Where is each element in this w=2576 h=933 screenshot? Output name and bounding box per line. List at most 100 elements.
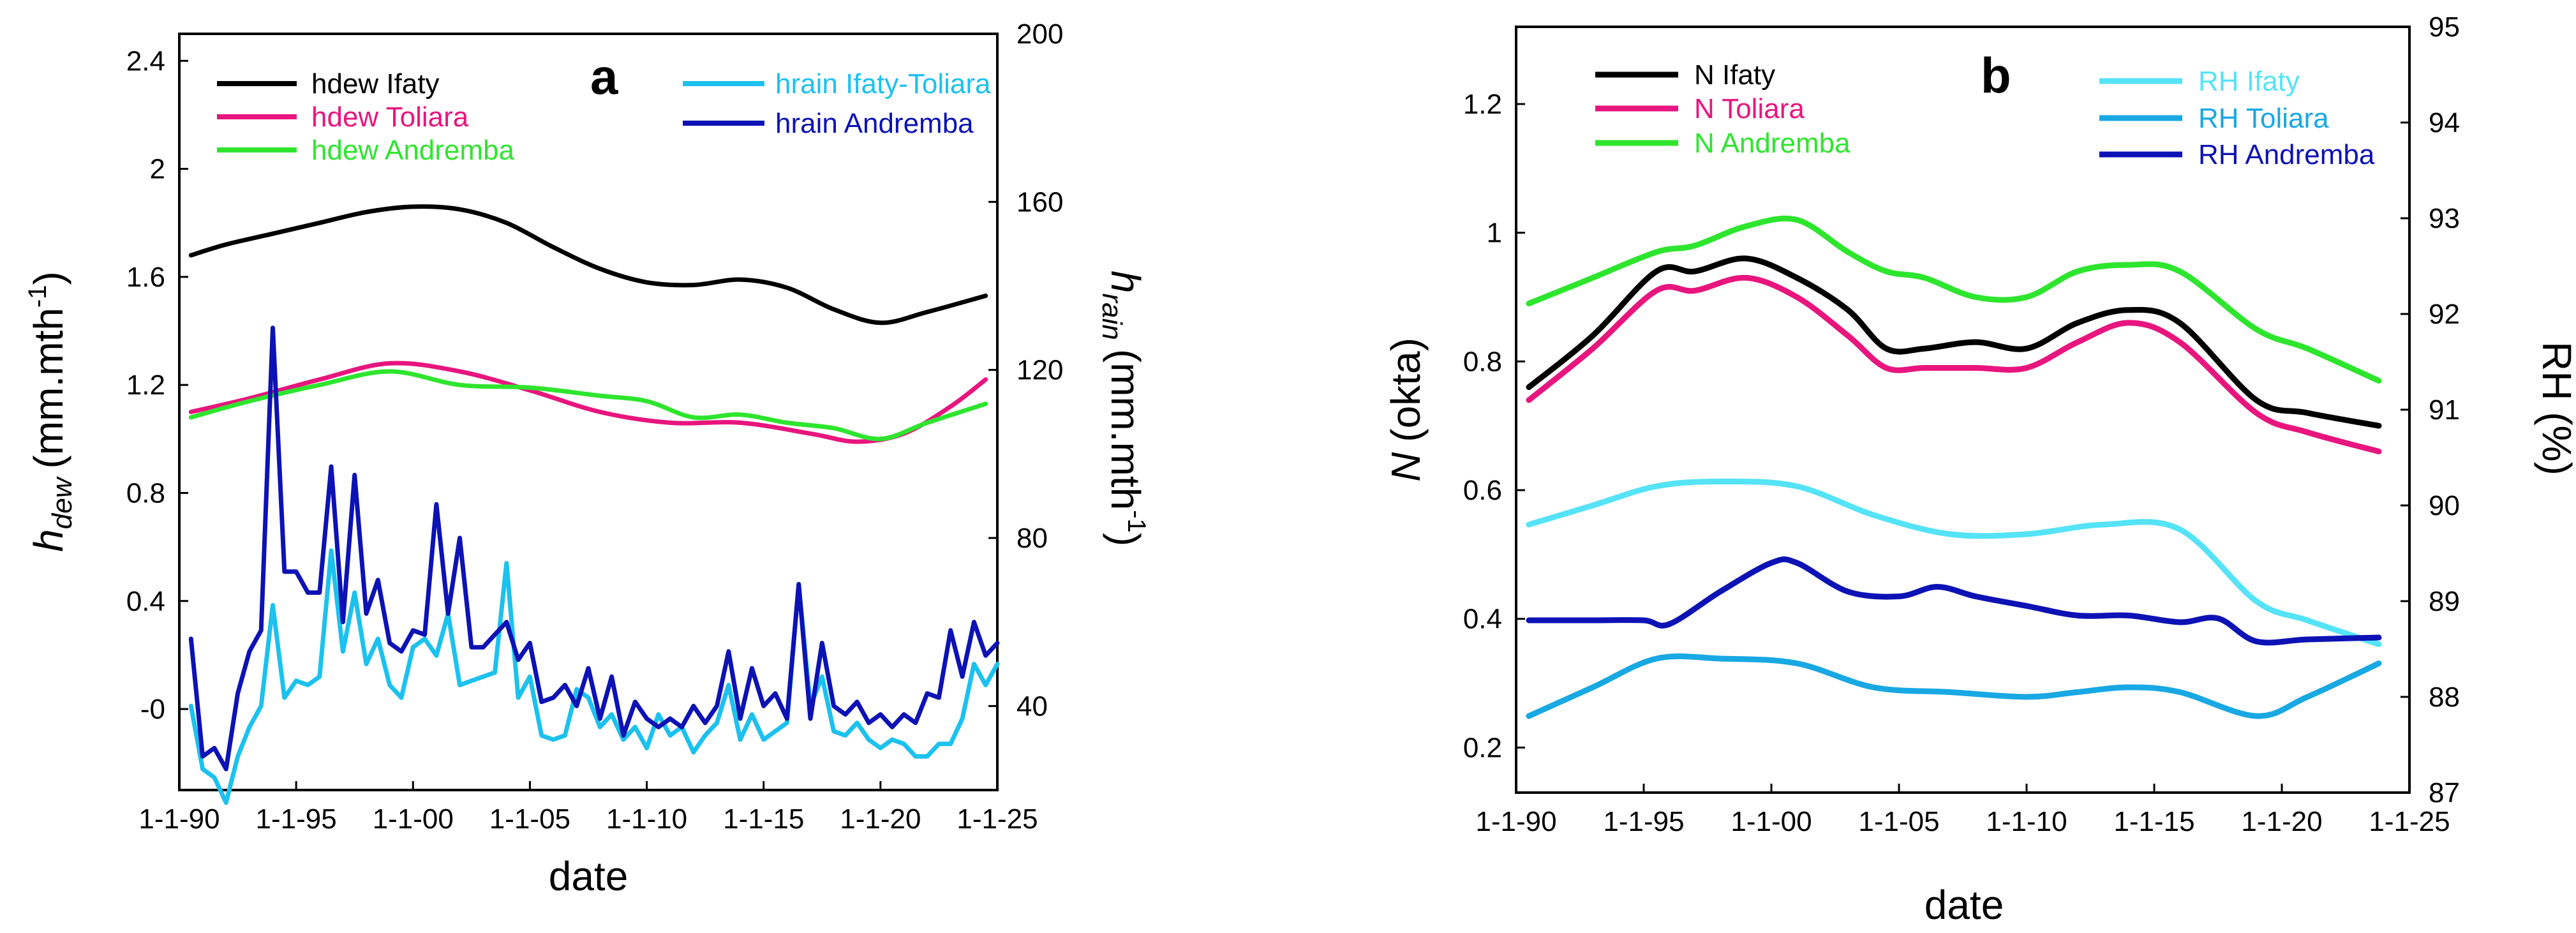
panel-b-x-axis-title: date	[1925, 882, 2004, 928]
panel-b-y-right-tick-label: 87	[2429, 777, 2460, 809]
panel-b-x-tick-label: 1-1-95	[1603, 806, 1684, 837]
panel-b-y-left-tick-label: 1	[1487, 218, 1502, 249]
panel-b-y-left-ticks: 0.2 0.4 0.6 0.8 1 1.2	[1463, 89, 1525, 763]
panel-a-plot-frame	[178, 33, 999, 791]
panel-b-letter: b	[1981, 47, 2011, 103]
panel-a-y-left-tick-label: -0	[140, 694, 165, 725]
series-line-hdew-toliara	[188, 361, 988, 444]
series-line-rh-toliara	[1526, 653, 2382, 719]
panel-a-y-right-title: hrain (mm.mth-1)	[1096, 271, 1150, 546]
panel-a-y-left-title-close: )	[26, 271, 71, 285]
panel-b-y-right-tick-label: 94	[2429, 107, 2460, 138]
panel-a-x-tick-label: 1-1-05	[489, 803, 570, 835]
panel-a-y-right-title-close: )	[1103, 533, 1149, 546]
panel-a-y-left-ticks: -0 0.4 0.8 1.2 1.6 2 2.4	[126, 45, 188, 725]
panel-b-y-right-tick-label: 92	[2429, 299, 2460, 330]
legend-label-hdew-andremba: hdew Andremba	[311, 135, 515, 166]
panel-a-y-right-tick-label: 80	[1016, 523, 1048, 554]
legend-label-rh-toliara: RH Toliara	[2198, 103, 2329, 134]
panel-a-y-right-ticks: 40 80 120 160 200	[988, 19, 1063, 722]
panel-a-x-tick-label: 1-1-25	[957, 803, 1038, 835]
panel-b-y-left-tick-label: 0.6	[1463, 475, 1502, 506]
panel-a-x-tick-label: 1-1-15	[723, 803, 804, 835]
panel-a-y-right-title-main: h	[1103, 271, 1149, 294]
panel-a: a 1-1-90 1-1-95 1-1-00 1-1-05 1-1-10 1-1-15 1-…	[24, 19, 1150, 899]
panel-b-y-left-tick-label: 0.4	[1463, 604, 1502, 635]
panel-a-y-left-tick-label: 0.4	[126, 586, 165, 617]
panel-b-x-tick-label: 1-1-20	[2241, 806, 2322, 837]
panel-a-y-left-title: hdew (mm.mth-1)	[24, 271, 78, 552]
panel-b-x-ticks: 1-1-90 1-1-95 1-1-00 1-1-05 1-1-10 1-1-15 1-1-…	[1475, 784, 2450, 837]
panel-a-y-right-title-unit: (mm.mth	[1103, 349, 1149, 510]
panel-a-y-left-tick-label: 1.2	[126, 369, 165, 401]
panel-a-y-right-tick-label: 120	[1016, 355, 1063, 386]
legend-label-hrain-ifaty-toliara: hrain Ifaty-Toliara	[775, 68, 991, 100]
panel-b-y-right-title: RH (%)	[2534, 341, 2576, 475]
series-line-rh-andremba	[1526, 556, 2382, 646]
panel-a-y-left-title-main: h	[26, 529, 71, 552]
series-line-n-ifaty	[1526, 255, 2382, 429]
panel-b-series	[1526, 215, 2382, 719]
legend-label-n-ifaty: N Ifaty	[1694, 59, 1775, 91]
panel-b-x-tick-label: 1-1-05	[1858, 806, 1939, 837]
panel-b-y-right-tick-label: 95	[2429, 11, 2460, 43]
panel-b: b 1-1-90 1-1-95 1-1-00 1-1-05 1-1-10 1-1-15 1-…	[1383, 11, 2576, 928]
panel-b-legend-left: N Ifaty N Toliara N Andremba	[1595, 59, 1850, 159]
panel-b-y-left-tick-label: 0.2	[1463, 732, 1502, 763]
panel-a-y-left-title-sub: dew	[47, 475, 78, 529]
panel-a-x-tick-label: 1-1-10	[606, 803, 687, 835]
panel-a-legend-left: hdew Ifaty hdew Toliara hdew Andremba	[217, 68, 515, 166]
panel-b-y-left-title-unit: (okta)	[1383, 338, 1429, 442]
panel-a-x-tick-label: 1-1-95	[256, 803, 337, 835]
series-line-hrain-andremba	[188, 325, 1000, 772]
panel-a-legend-right: hrain Ifaty-Toliara hrain Andremba	[683, 68, 991, 139]
panel-b-x-tick-label: 1-1-10	[1986, 806, 2067, 837]
panel-b-y-left-title-main: N	[1383, 452, 1429, 482]
panel-a-x-tick-label: 1-1-00	[373, 803, 454, 835]
panel-a-y-right-tick-label: 40	[1016, 690, 1048, 722]
panel-b-y-left-tick-label: 0.8	[1463, 346, 1502, 377]
panel-b-y-right-tick-label: 93	[2429, 203, 2460, 234]
panel-b-y-right-tick-label: 89	[2429, 586, 2460, 617]
panel-a-y-right-title-sup: -1	[1122, 510, 1150, 533]
panel-a-y-left-title-unit: (mm.mth	[26, 308, 71, 468]
legend-label-hdew-toliara: hdew Toliara	[311, 101, 469, 133]
panel-b-x-tick-label: 1-1-90	[1475, 806, 1556, 837]
series-line-n-toliara	[1526, 274, 2382, 454]
series-line-hdew-andremba	[188, 369, 988, 442]
panel-b-x-tick-label: 1-1-15	[2113, 806, 2194, 837]
panel-a-y-left-tick-label: 0.8	[126, 477, 165, 509]
panel-a-y-left-title-sup: -1	[24, 285, 52, 308]
panel-b-y-right-tick-label: 91	[2429, 394, 2460, 426]
panel-a-y-right-title-sub: rain	[1096, 293, 1128, 340]
panel-a-x-axis-title: date	[549, 853, 629, 899]
panel-a-y-left-tick-label: 1.6	[126, 262, 165, 293]
panel-a-y-right-tick-label: 160	[1016, 186, 1063, 218]
series-line-rh-ifaty	[1526, 478, 2382, 647]
panel-b-legend-right: RH Ifaty RH Toliara RH Andremba	[2099, 66, 2375, 170]
panel-a-y-right-tick-label: 200	[1016, 19, 1063, 50]
panel-a-x-ticks: 1-1-90 1-1-95 1-1-00 1-1-05 1-1-10 1-1-15 1-1-…	[138, 781, 1038, 835]
legend-label-hrain-andremba: hrain Andremba	[775, 108, 974, 139]
panel-a-y-left-tick-label: 2.4	[126, 45, 165, 77]
legend-label-rh-andremba: RH Andremba	[2198, 139, 2375, 170]
series-line-hdew-ifaty	[188, 204, 988, 325]
series-line-n-andremba	[1526, 215, 2382, 384]
legend-label-rh-ifaty: RH Ifaty	[2198, 66, 2300, 97]
panel-b-y-right-tick-label: 88	[2429, 682, 2460, 713]
series-line-hrain-ifaty-toliara	[188, 548, 1000, 805]
panel-b-y-right-ticks: 87 88 89 90 91 92 93 94 95	[2401, 11, 2460, 809]
panel-a-x-tick-label: 1-1-20	[840, 803, 921, 835]
legend-label-n-toliara: N Toliara	[1694, 93, 1805, 124]
panel-b-y-left-title: N (okta)	[1383, 338, 1429, 482]
panel-b-x-tick-label: 1-1-25	[2369, 806, 2450, 837]
panel-a-series	[188, 204, 1000, 805]
panel-b-y-left-tick-label: 1.2	[1463, 89, 1502, 120]
panel-a-letter: a	[590, 49, 618, 105]
panel-a-x-tick-label: 1-1-90	[138, 803, 220, 835]
panel-a-y-left-tick-label: 2	[150, 154, 165, 185]
panel-b-y-right-tick-label: 90	[2429, 490, 2460, 521]
legend-label-n-andremba: N Andremba	[1694, 128, 1850, 159]
panel-b-x-tick-label: 1-1-00	[1731, 806, 1812, 837]
